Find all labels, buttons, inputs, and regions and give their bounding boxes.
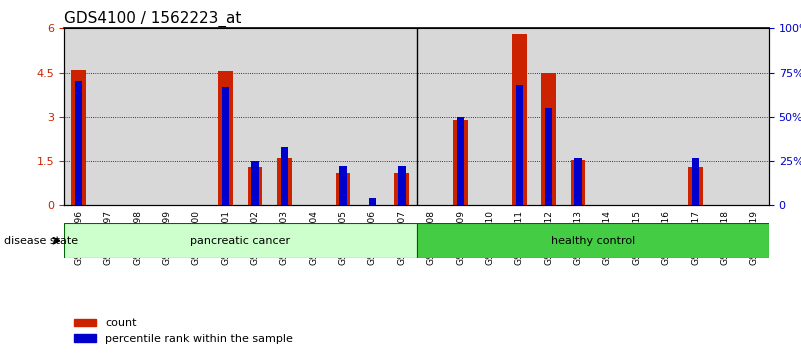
Bar — [240, 28, 270, 205]
Bar — [152, 28, 182, 205]
Bar — [651, 28, 681, 205]
Bar — [182, 28, 211, 205]
Bar — [211, 28, 240, 205]
Bar — [218, 71, 233, 205]
Bar — [340, 166, 347, 205]
Bar — [394, 173, 409, 205]
Bar — [622, 28, 651, 205]
Text: pancreatic cancer: pancreatic cancer — [190, 236, 290, 246]
Bar — [299, 28, 328, 205]
Bar — [123, 28, 152, 205]
Bar — [94, 28, 123, 205]
Text: GDS4100 / 1562223_at: GDS4100 / 1562223_at — [64, 11, 241, 27]
Bar — [368, 198, 376, 205]
Bar — [75, 81, 83, 205]
Bar — [710, 28, 739, 205]
Bar — [277, 158, 292, 205]
Bar — [446, 28, 475, 205]
Bar — [457, 117, 465, 205]
Bar — [64, 28, 94, 205]
Bar — [252, 161, 259, 205]
Bar — [534, 28, 563, 205]
Bar — [739, 28, 769, 205]
Bar — [328, 28, 358, 205]
Bar — [358, 28, 387, 205]
Bar — [574, 158, 582, 205]
Text: healthy control: healthy control — [550, 236, 635, 246]
Bar — [417, 28, 446, 205]
Bar — [545, 108, 553, 205]
Bar — [512, 34, 526, 205]
Bar — [570, 160, 586, 205]
Bar — [387, 28, 417, 205]
Bar — [71, 70, 87, 205]
Text: disease state: disease state — [4, 236, 78, 246]
Bar — [398, 166, 405, 205]
Bar — [270, 28, 299, 205]
Bar — [248, 167, 263, 205]
Bar — [563, 28, 593, 205]
Bar — [280, 147, 288, 205]
Bar — [222, 87, 229, 205]
Bar — [692, 158, 699, 205]
Bar — [688, 167, 702, 205]
Legend: count, percentile rank within the sample: count, percentile rank within the sample — [70, 314, 297, 348]
Bar — [681, 28, 710, 205]
FancyBboxPatch shape — [417, 223, 769, 258]
Bar — [475, 28, 505, 205]
Bar — [541, 73, 556, 205]
Bar — [336, 173, 350, 205]
Bar — [593, 28, 622, 205]
Bar — [505, 28, 534, 205]
FancyBboxPatch shape — [64, 223, 417, 258]
Bar — [516, 85, 523, 205]
Bar — [453, 120, 468, 205]
